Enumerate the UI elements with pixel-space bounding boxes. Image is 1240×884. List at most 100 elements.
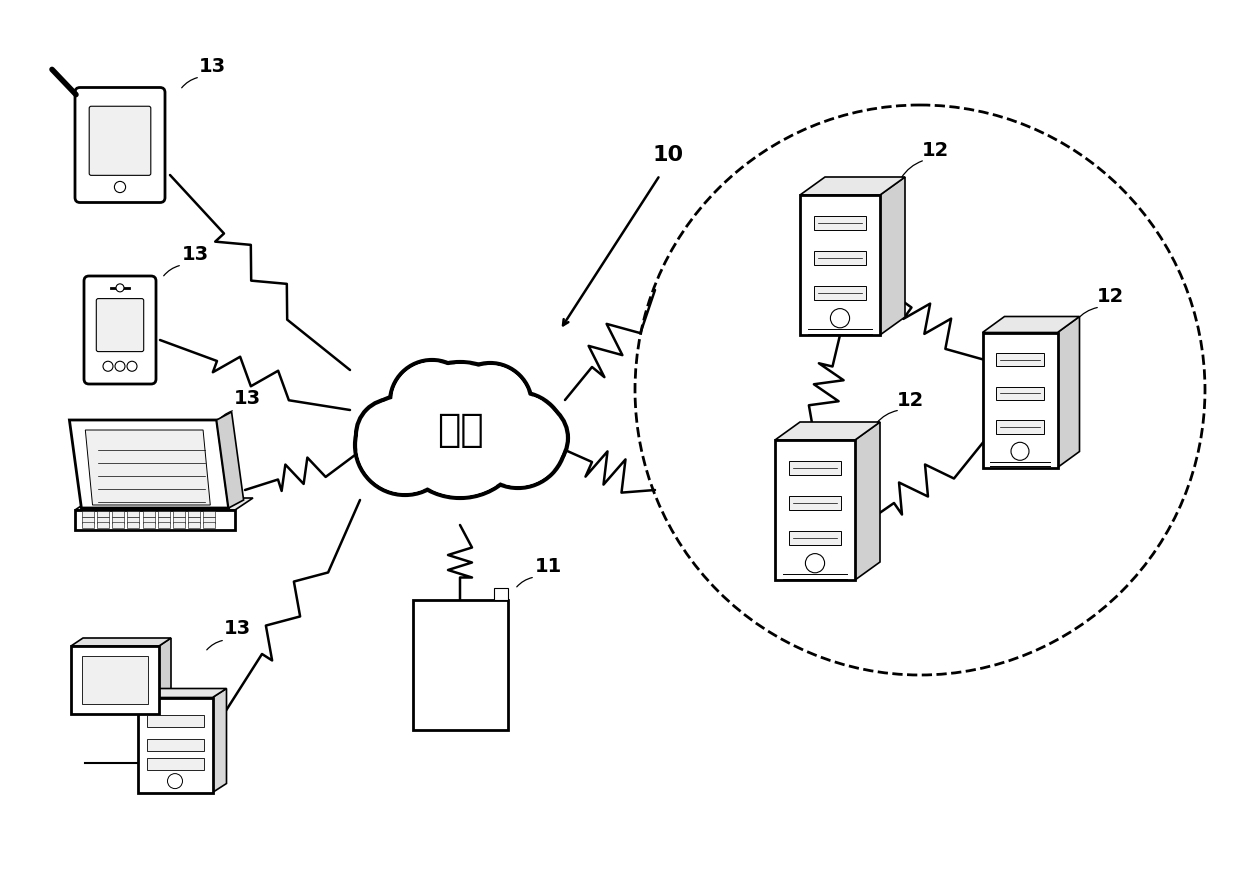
- Polygon shape: [880, 177, 905, 335]
- Circle shape: [635, 105, 1205, 675]
- Polygon shape: [146, 715, 203, 728]
- Circle shape: [472, 394, 564, 486]
- Polygon shape: [413, 600, 507, 730]
- Circle shape: [167, 774, 182, 789]
- Polygon shape: [212, 689, 227, 792]
- Polygon shape: [775, 440, 856, 580]
- Polygon shape: [789, 531, 841, 545]
- Polygon shape: [69, 420, 228, 508]
- Circle shape: [498, 404, 565, 472]
- Text: 10: 10: [652, 145, 683, 165]
- Circle shape: [1011, 442, 1029, 461]
- Circle shape: [103, 362, 113, 371]
- Circle shape: [356, 399, 428, 471]
- Circle shape: [126, 362, 136, 371]
- FancyBboxPatch shape: [84, 276, 156, 384]
- Circle shape: [806, 553, 825, 573]
- Polygon shape: [128, 516, 139, 522]
- Polygon shape: [813, 286, 866, 300]
- Text: 13: 13: [198, 57, 226, 77]
- Text: 12: 12: [1096, 287, 1123, 307]
- Polygon shape: [82, 656, 149, 705]
- Polygon shape: [97, 511, 109, 517]
- Circle shape: [358, 401, 425, 469]
- Circle shape: [448, 363, 532, 447]
- Circle shape: [115, 362, 125, 371]
- Polygon shape: [996, 386, 1044, 400]
- Circle shape: [357, 397, 453, 493]
- Polygon shape: [203, 511, 216, 517]
- Polygon shape: [157, 516, 170, 522]
- Polygon shape: [143, 522, 155, 529]
- Polygon shape: [71, 646, 159, 714]
- Polygon shape: [82, 516, 94, 522]
- Polygon shape: [813, 251, 866, 265]
- FancyBboxPatch shape: [97, 299, 144, 352]
- Polygon shape: [128, 522, 139, 529]
- Polygon shape: [982, 316, 1080, 332]
- Polygon shape: [138, 697, 212, 792]
- Polygon shape: [159, 638, 171, 714]
- Text: 13: 13: [233, 388, 260, 408]
- Polygon shape: [174, 522, 185, 529]
- Circle shape: [392, 362, 472, 442]
- Polygon shape: [128, 511, 139, 517]
- Polygon shape: [112, 511, 124, 517]
- Circle shape: [831, 309, 849, 328]
- Polygon shape: [86, 430, 211, 505]
- Circle shape: [392, 362, 528, 498]
- Polygon shape: [996, 353, 1044, 366]
- Polygon shape: [174, 511, 185, 517]
- Polygon shape: [97, 516, 109, 522]
- Polygon shape: [74, 498, 253, 510]
- Polygon shape: [82, 522, 94, 529]
- Polygon shape: [74, 510, 236, 530]
- Polygon shape: [71, 638, 171, 646]
- Polygon shape: [82, 511, 94, 517]
- Polygon shape: [112, 522, 124, 529]
- Circle shape: [496, 402, 568, 474]
- Circle shape: [470, 392, 565, 488]
- Polygon shape: [494, 588, 507, 600]
- Polygon shape: [146, 739, 203, 751]
- Text: 13: 13: [181, 246, 208, 264]
- Circle shape: [391, 360, 474, 444]
- Polygon shape: [174, 516, 185, 522]
- Polygon shape: [188, 522, 200, 529]
- Polygon shape: [112, 516, 124, 522]
- Circle shape: [117, 284, 124, 292]
- Polygon shape: [146, 758, 203, 770]
- Polygon shape: [856, 422, 880, 580]
- Polygon shape: [203, 522, 216, 529]
- Circle shape: [394, 364, 526, 496]
- Text: 网络: 网络: [436, 411, 484, 449]
- Polygon shape: [1058, 316, 1080, 468]
- Polygon shape: [775, 422, 880, 440]
- FancyBboxPatch shape: [89, 106, 151, 175]
- Polygon shape: [203, 516, 216, 522]
- Polygon shape: [813, 216, 866, 230]
- Polygon shape: [800, 177, 905, 195]
- Polygon shape: [188, 511, 200, 517]
- Circle shape: [114, 181, 125, 193]
- Polygon shape: [996, 420, 1044, 434]
- Polygon shape: [789, 461, 841, 475]
- Polygon shape: [138, 689, 227, 697]
- Polygon shape: [157, 511, 170, 517]
- Polygon shape: [143, 516, 155, 522]
- Polygon shape: [97, 522, 109, 529]
- Polygon shape: [188, 516, 200, 522]
- Text: 12: 12: [921, 141, 949, 159]
- Polygon shape: [217, 412, 243, 508]
- Polygon shape: [982, 332, 1058, 468]
- Circle shape: [450, 365, 529, 445]
- Text: 11: 11: [534, 558, 562, 576]
- Polygon shape: [789, 496, 841, 510]
- Circle shape: [355, 395, 455, 495]
- Polygon shape: [157, 522, 170, 529]
- FancyBboxPatch shape: [74, 88, 165, 202]
- Text: 12: 12: [897, 391, 924, 409]
- Text: 13: 13: [223, 619, 250, 637]
- Polygon shape: [143, 511, 155, 517]
- Polygon shape: [800, 195, 880, 335]
